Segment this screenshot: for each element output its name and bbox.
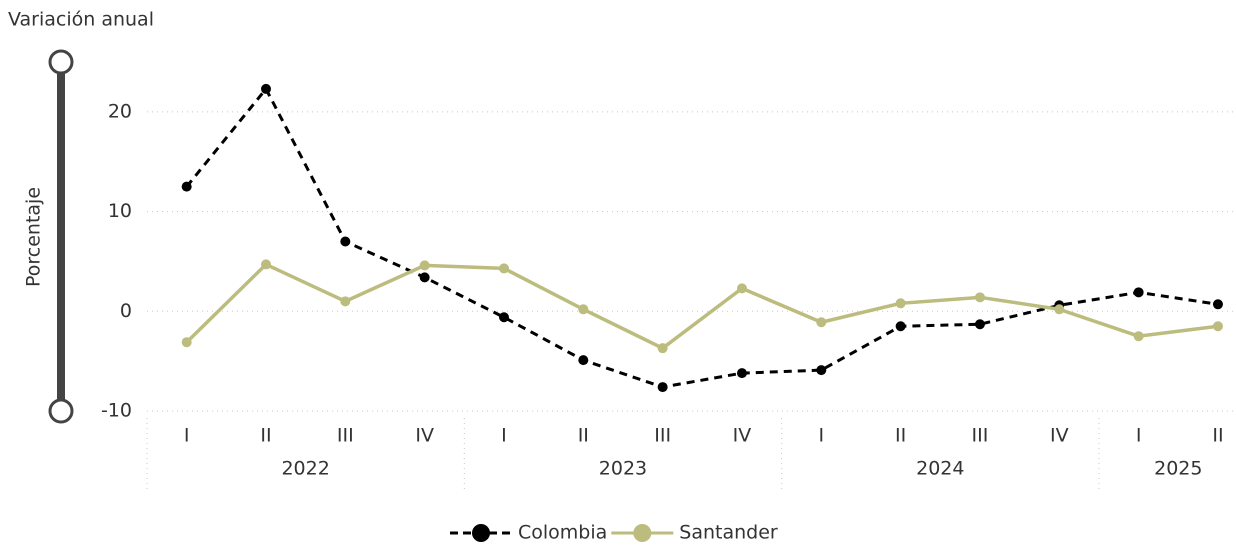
y-tick-label: -10: [101, 400, 132, 422]
x-tick-label: II: [260, 425, 271, 447]
data-point: [816, 365, 827, 376]
data-point: [736, 283, 747, 294]
legend-marker: [633, 524, 652, 542]
data-point: [1212, 321, 1223, 332]
x-tick-label: III: [972, 425, 989, 447]
legend-marker: [472, 524, 490, 542]
zoom-slider-handle[interactable]: [48, 398, 74, 424]
x-tick-label: IV: [415, 425, 434, 447]
data-point: [498, 263, 509, 274]
y-axis-label: Porcentaje: [23, 187, 45, 287]
data-point: [419, 260, 430, 271]
x-group-label: 2025: [1154, 458, 1202, 480]
data-point: [1054, 304, 1065, 315]
data-point: [1133, 287, 1144, 298]
data-point: [181, 337, 192, 348]
data-point: [657, 382, 668, 393]
series-line: [185, 262, 1219, 351]
data-point: [895, 298, 906, 309]
chart-title: Variación anual: [8, 9, 154, 31]
legend-label: Colombia: [518, 522, 607, 544]
data-point: [181, 181, 192, 192]
data-point: [419, 272, 430, 283]
data-point: [895, 321, 906, 332]
x-tick-label: I: [184, 425, 190, 447]
x-group-label: 2024: [916, 458, 964, 480]
x-tick-label: III: [337, 425, 354, 447]
y-tick-label: 0: [120, 300, 132, 322]
data-point: [578, 355, 589, 366]
data-point: [816, 317, 827, 328]
zoom-slider-handle[interactable]: [48, 49, 74, 75]
x-tick-label: II: [895, 425, 906, 447]
x-tick-label: II: [1212, 425, 1223, 447]
x-group-label: 2023: [599, 458, 647, 480]
x-tick-label: IV: [1050, 425, 1069, 447]
x-tick-label: I: [501, 425, 507, 447]
data-point: [1212, 299, 1223, 310]
data-point: [260, 83, 271, 94]
y-tick-label: 20: [108, 100, 132, 122]
data-point: [340, 236, 351, 247]
x-tick-label: III: [654, 425, 671, 447]
data-point: [260, 259, 271, 270]
data-point: [578, 304, 589, 315]
x-tick-label: I: [819, 425, 825, 447]
legend-label: Santander: [679, 522, 778, 544]
x-tick-label: IV: [733, 425, 752, 447]
data-point: [340, 296, 351, 307]
x-tick-label: I: [1136, 425, 1142, 447]
data-point: [736, 368, 747, 379]
data-point: [1133, 331, 1144, 342]
data-point: [657, 343, 668, 354]
data-point: [974, 292, 985, 303]
data-point: [498, 312, 509, 323]
series-line: [185, 86, 1219, 389]
data-point: [974, 319, 985, 330]
x-tick-label: II: [578, 425, 589, 447]
x-group-label: 2022: [281, 458, 329, 480]
y-tick-label: 10: [108, 200, 132, 222]
